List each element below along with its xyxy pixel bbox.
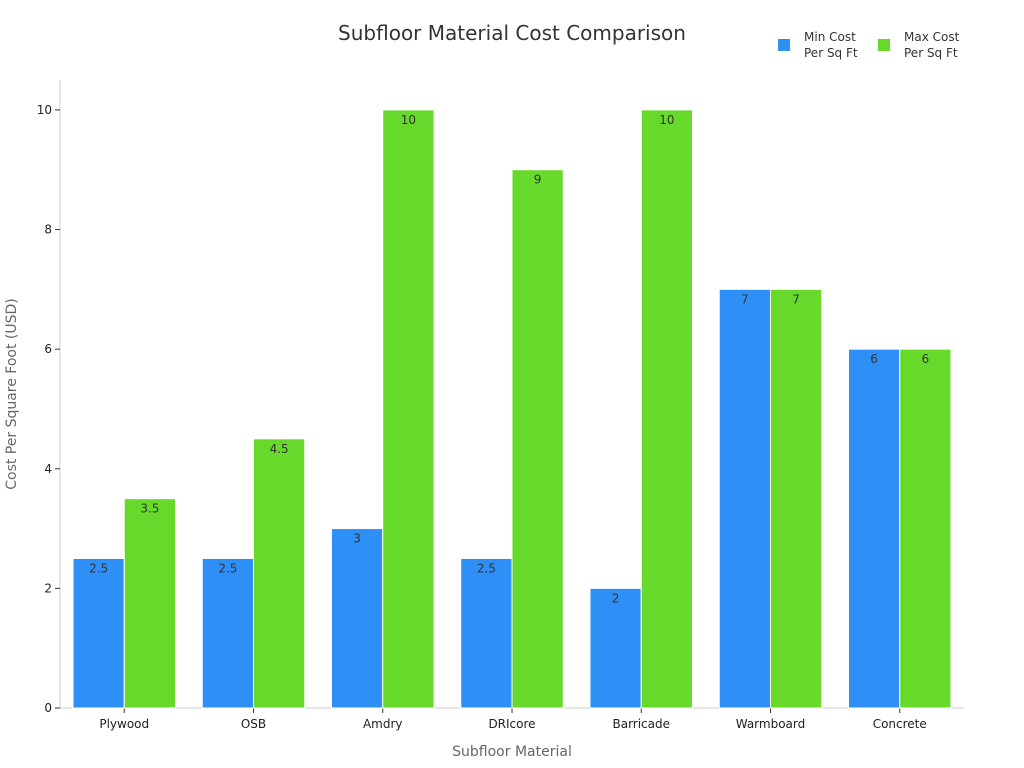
legend-swatch [878,39,890,51]
legend-label: Max Cost [904,30,960,44]
x-tick-label: Amdry [363,717,403,731]
legend-label: Per Sq Ft [904,46,958,60]
y-tick-label: 0 [44,701,52,715]
bar-min-concrete [848,348,901,709]
bars-group [72,109,952,709]
bar-max-dricore [511,169,564,709]
y-tick-label: 8 [44,223,52,237]
x-tick-label: DRIcore [488,717,535,731]
bar-min-amdry [331,528,384,709]
x-axis-ticks: Plywood OSB Amdry DRIcore Barricade Warmboard… [99,708,927,731]
bar-min-dricore [460,557,513,709]
data-label: 2.5 [477,561,496,575]
bar-min-plywood [72,557,125,709]
bar-min-warmboard [718,288,771,709]
data-label: 10 [659,113,674,127]
y-axis-title: Cost Per Square Foot (USD) [4,298,20,490]
x-tick-label: Warmboard [736,717,806,731]
bar-max-warmboard [770,288,823,709]
bar-max-amdry [382,109,435,709]
x-tick-label: Plywood [99,717,149,731]
data-label: 3.5 [140,502,159,516]
data-label: 9 [534,173,542,187]
x-axis-title: Subfloor Material [452,744,572,760]
data-label: 2.5 [218,561,237,575]
data-label: 6 [922,352,930,366]
legend-label: Min Cost [804,30,856,44]
bar-max-concrete [899,348,952,709]
legend-label: Per Sq Ft [804,46,858,60]
data-label: 2 [612,591,620,605]
y-tick-label: 6 [44,342,52,356]
x-tick-label: Concrete [873,717,927,731]
legend: Min Cost Per Sq Ft Max Cost Per Sq Ft [778,30,960,60]
bar-max-barricade [640,109,693,709]
data-label: 4.5 [270,442,289,456]
legend-swatch [778,39,790,51]
chart-title: Subfloor Material Cost Comparison [338,21,686,45]
data-label: 2.5 [89,561,108,575]
x-tick-label: Barricade [612,717,670,731]
y-tick-label: 4 [44,462,52,476]
data-label: 7 [741,292,749,306]
y-axis-ticks: 0 2 4 6 8 10 [37,103,60,715]
data-label: 7 [792,292,800,306]
bar-max-osb [253,438,306,709]
bar-min-osb [201,557,254,709]
data-label: 10 [401,113,416,127]
data-labels-group: 2.5 3.5 2.5 4.5 3 10 2.5 9 2 10 7 7 6 6 [89,113,929,605]
y-tick-label: 2 [44,581,52,595]
data-label: 3 [353,532,361,546]
bar-max-plywood [123,498,176,709]
x-tick-label: OSB [241,717,266,731]
bar-min-barricade [589,587,642,709]
data-label: 6 [870,352,878,366]
y-tick-label: 10 [37,103,52,117]
